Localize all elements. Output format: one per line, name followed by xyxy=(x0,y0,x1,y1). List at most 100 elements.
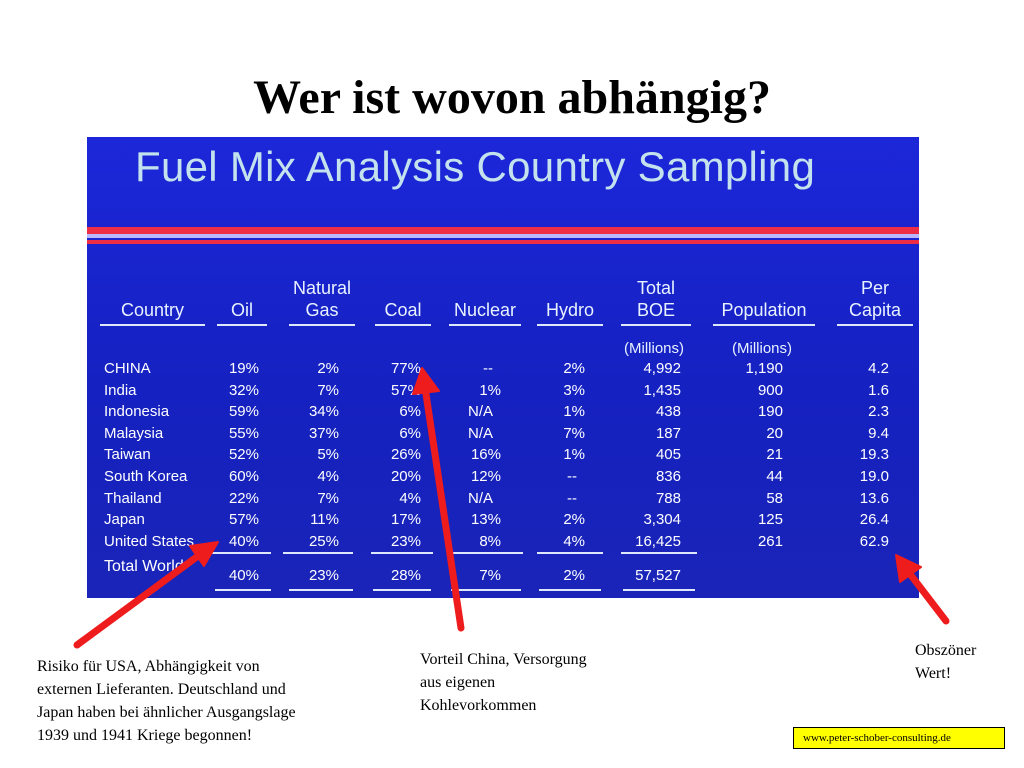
cell-country: India xyxy=(104,381,137,399)
cell-country: United States xyxy=(104,532,195,550)
cell-gas: 2% xyxy=(317,360,339,377)
slide-title: Wer ist wovon abhängig? xyxy=(253,71,771,124)
cell-gas: 34% xyxy=(308,403,339,421)
cell-nuclear: 8% xyxy=(479,532,501,550)
arrowhead-china-coal xyxy=(412,367,440,395)
total-separator xyxy=(283,552,353,554)
header-underline xyxy=(537,324,603,326)
cell-per-capita: 2.3 xyxy=(868,403,889,421)
header-boe-line2: BOE xyxy=(636,300,675,320)
footer-url[interactable]: www.peter-schober-consulting.de xyxy=(793,727,1005,749)
cell-nuclear: 12% xyxy=(470,468,501,485)
header-boe-line1: Total xyxy=(636,278,676,298)
cell-population: 190 xyxy=(757,403,783,421)
arrowhead-usa-percapita xyxy=(895,554,922,583)
header-underline xyxy=(713,324,815,326)
cell-per-capita: 62.9 xyxy=(859,532,889,550)
total-underline xyxy=(451,589,521,591)
header-underline xyxy=(621,324,691,326)
header-underline xyxy=(100,324,205,326)
cell-population: 58 xyxy=(766,489,783,507)
note-middle: Vorteil China, Versorgung aus eigenen Ko… xyxy=(420,648,587,717)
cell-nuclear: N/A xyxy=(467,424,493,442)
cell-boe: 3,304 xyxy=(643,511,681,529)
cell-coal: 4% xyxy=(399,489,421,507)
cell-country: South Korea xyxy=(104,468,188,485)
cell-population: 261 xyxy=(757,532,783,550)
cell-oil: 40% xyxy=(228,532,259,550)
total-gas: 23% xyxy=(308,567,339,584)
cell-country: Japan xyxy=(104,511,145,529)
note-left-line: 1939 und 1941 Kriege begonnen! xyxy=(37,727,253,744)
note-left-line: Japan haben bei ähnlicher Ausgangslage xyxy=(37,704,296,721)
total-separator xyxy=(371,552,433,554)
arrow-to-china-coal xyxy=(422,390,465,632)
cell-coal: 6% xyxy=(399,424,421,442)
cell-nuclear: 16% xyxy=(470,446,501,464)
cell-boe: 788 xyxy=(655,489,681,507)
cell-per-capita: 13.6 xyxy=(859,489,889,507)
cell-gas: 7% xyxy=(317,381,339,399)
cell-gas: 4% xyxy=(317,468,339,485)
total-coal: 28% xyxy=(390,567,421,584)
cell-oil: 19% xyxy=(228,360,259,377)
total-oil: 40% xyxy=(228,567,259,584)
note-left-line: Risiko für USA, Abhängigkeit von xyxy=(37,658,260,675)
cell-oil: 57% xyxy=(228,511,259,529)
cell-gas: 25% xyxy=(308,532,339,550)
cell-oil: 60% xyxy=(228,468,259,485)
header-underline xyxy=(289,324,355,326)
cell-boe: 405 xyxy=(655,446,681,464)
cell-country: Taiwan xyxy=(104,446,151,464)
cell-population: 900 xyxy=(757,381,783,399)
total-hydro: 2% xyxy=(563,567,585,584)
cell-oil: 59% xyxy=(228,403,259,421)
cell-boe: 836 xyxy=(655,468,681,485)
total-underline xyxy=(373,589,431,591)
cell-nuclear: -- xyxy=(483,360,493,377)
cell-oil: 32% xyxy=(228,381,259,399)
total-separator xyxy=(209,552,271,554)
cell-coal: 20% xyxy=(390,468,421,485)
cell-hydro: 7% xyxy=(563,424,585,442)
red-stripe xyxy=(87,227,919,234)
cell-population: 21 xyxy=(766,446,783,464)
total-separator xyxy=(449,552,523,554)
light-stripe xyxy=(87,234,919,238)
red-stripe-lower xyxy=(87,240,919,244)
cell-hydro: 3% xyxy=(563,381,585,399)
cell-coal: 17% xyxy=(390,511,421,529)
unit-population: (Millions) xyxy=(732,340,792,357)
cell-boe: 1,435 xyxy=(643,381,681,399)
cell-population: 44 xyxy=(766,468,783,485)
cell-gas: 5% xyxy=(317,446,339,464)
cell-hydro: 1% xyxy=(563,403,585,421)
header-underline xyxy=(217,324,267,326)
cell-boe: 4,992 xyxy=(643,360,681,377)
unit-boe: (Millions) xyxy=(624,340,684,357)
cell-coal: 77% xyxy=(390,360,421,377)
cell-nuclear: N/A xyxy=(467,489,493,507)
cell-country: CHINA xyxy=(104,360,151,377)
cell-country: Thailand xyxy=(104,489,162,507)
cell-gas: 37% xyxy=(308,424,339,442)
cell-population: 1,190 xyxy=(745,360,783,377)
header-population: Population xyxy=(721,300,807,320)
cell-nuclear: N/A xyxy=(467,403,493,421)
cell-boe: 438 xyxy=(655,403,681,421)
header-percap-line2: Capita xyxy=(848,300,902,320)
header-percap-line1: Per xyxy=(860,278,889,298)
header-underline xyxy=(449,324,521,326)
cell-country: Malaysia xyxy=(104,424,164,442)
note-left-line: externen Lieferanten. Deutschland und xyxy=(37,681,286,698)
cell-oil: 55% xyxy=(228,424,259,442)
cell-hydro: -- xyxy=(567,468,577,485)
header-country: Country xyxy=(120,300,185,320)
header-underline xyxy=(837,324,913,326)
header-gas-line1: Natural xyxy=(292,278,352,298)
total-underline xyxy=(215,589,271,591)
cell-boe: 187 xyxy=(655,424,681,442)
cell-hydro: 4% xyxy=(563,532,585,550)
header-hydro: Hydro xyxy=(545,300,594,320)
